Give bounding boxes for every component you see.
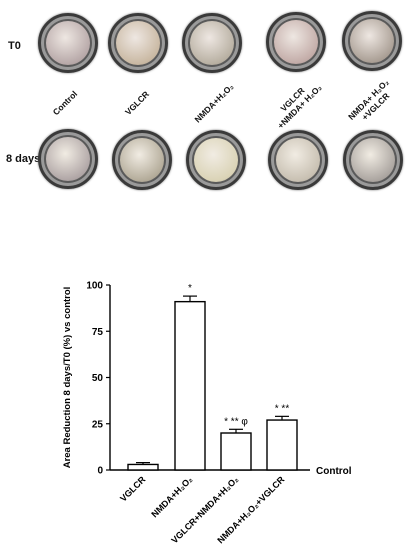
bar — [127, 463, 159, 471]
well-photo-panel: T0 8 days Control VGLCR NMDA+H₂O₂ VGLCR +… — [0, 0, 415, 205]
y-tick-label: 50 — [92, 373, 104, 384]
y-tick-label: 25 — [92, 419, 104, 430]
column-label-vglcr: VGLCR — [122, 88, 152, 118]
column-label-nmda-h2o2: NMDA+H₂O₂ — [192, 81, 236, 125]
well-8d-nmda-h2o2-vglcr — [343, 130, 403, 190]
y-axis-label: Area Reduction 8 days/T0 (%) vs control — [62, 287, 73, 469]
well-t0-vglcr — [108, 13, 168, 73]
y-tick-label: 0 — [97, 466, 103, 477]
column-label-vglcr-nmda-h2o2: VGLCR +NMDA+ H₂O₂ — [275, 82, 324, 131]
row-label-t0: T0 — [8, 40, 21, 52]
y-tick-label: 75 — [92, 327, 104, 338]
well-8d-control — [38, 129, 98, 189]
y-tick-label: 100 — [86, 281, 103, 292]
x-category-label: VGLCR — [118, 474, 148, 504]
significance-marker: * ** φ — [224, 416, 248, 427]
column-label-control: Control — [50, 88, 80, 118]
x-category-label: NMDA+H₂O₂ — [149, 474, 194, 519]
baseline-control-label: Control — [316, 466, 352, 477]
well-8d-vglcr — [112, 130, 172, 190]
well-t0-control — [38, 13, 98, 73]
bar — [220, 432, 252, 471]
significance-marker: * ** — [275, 403, 290, 414]
row-label-8-days: 8 days — [6, 153, 41, 165]
well-t0-nmda-h2o2-vglcr — [342, 11, 402, 71]
bar — [266, 419, 298, 471]
well-t0-vglcr-nmda-h2o2 — [266, 12, 326, 72]
well-8d-vglcr-nmda-h2o2 — [268, 130, 328, 190]
significance-marker: * — [188, 283, 192, 294]
well-t0-nmda-h2o2 — [182, 13, 242, 73]
area-reduction-bar-chart: Control 0 25 50 75 100 Area Reduction 8 days/T… — [62, 281, 352, 546]
bar — [174, 300, 206, 471]
column-label-nmda-h2o2-vglcr: NMDA+ H₂O₂ +VGLCR — [346, 77, 392, 123]
well-8d-nmda-h2o2 — [186, 130, 246, 190]
